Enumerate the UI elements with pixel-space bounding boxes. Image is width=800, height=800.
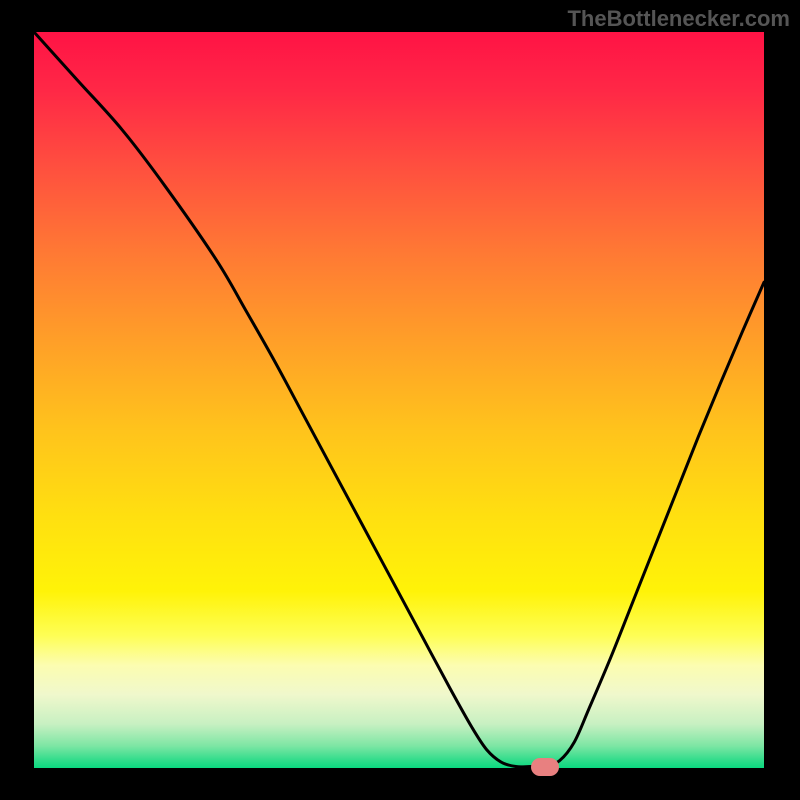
watermark-text: TheBottlenecker.com: [567, 6, 790, 32]
plot-area: [34, 32, 764, 768]
chart-container: TheBottlenecker.com: [0, 0, 800, 800]
bottleneck-curve: [34, 32, 764, 768]
curve-path: [34, 32, 764, 767]
optimum-marker: [531, 758, 559, 776]
